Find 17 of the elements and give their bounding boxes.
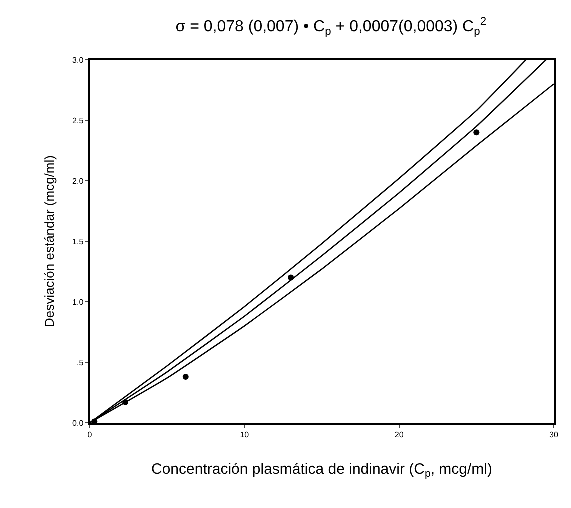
y-tick-label: 1.0 <box>72 298 84 307</box>
y-tick-label: 2.5 <box>72 116 84 126</box>
point <box>122 399 129 406</box>
point <box>474 130 480 136</box>
x-axis-title: Concentración plasmática de indinavir (C$_{p}$, mcg/ml) <box>152 460 492 480</box>
y-tick-label: 2.0 <box>72 176 84 186</box>
x-tick-label: 20 <box>394 430 404 440</box>
y-tick-label: 1.5 <box>72 237 84 246</box>
y-tick-label: .5 <box>76 358 84 368</box>
y-axis-title: Desviación estándar (mcg/ml) <box>42 156 57 328</box>
y-tick-label: 0.0 <box>72 418 84 428</box>
y-tick-label: 3.0 <box>72 56 84 65</box>
x-tick-label: 30 <box>550 430 559 440</box>
x-tick-label: 10 <box>240 430 250 440</box>
point <box>288 274 294 281</box>
x-tick-label: 0 <box>88 430 93 440</box>
point <box>182 374 189 380</box>
